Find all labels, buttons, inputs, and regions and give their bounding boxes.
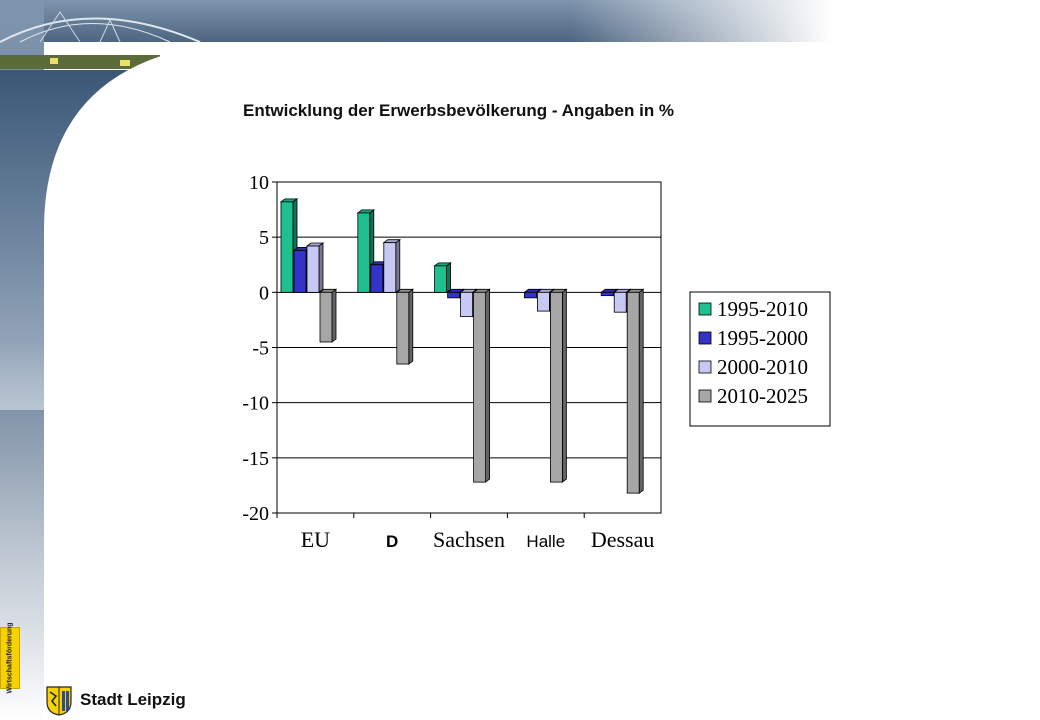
y-tick-label: -15 <box>242 448 269 470</box>
y-tick-label: -5 <box>252 338 269 360</box>
y-tick-label: 0 <box>259 282 269 304</box>
bar-eu-2010-2025 <box>318 288 338 343</box>
badge-label: Wirtschaftsförderung <box>6 622 14 694</box>
city-name: Stadt Leipzig <box>80 690 186 709</box>
bar-d-2010-2025 <box>395 288 415 365</box>
legend: 1995-2010 1995-2000 2000-2010 2010-2025 <box>689 291 831 427</box>
x-category-label: Dessau <box>591 527 655 552</box>
legend-entry: 1995-2000 <box>698 326 808 350</box>
bar-sachsen-1995-2010 <box>433 262 452 294</box>
bar-sachsen-2010-2025 <box>472 288 491 483</box>
legend-entry: 1995-2010 <box>698 297 808 321</box>
legend-entry: 2000-2010 <box>698 355 808 379</box>
y-tick-label: 10 <box>249 172 269 194</box>
legend-entry: 2010-2025 <box>698 384 808 408</box>
bar-halle-2010-2025 <box>549 288 568 483</box>
y-tick-label: -10 <box>242 393 269 415</box>
legend-label: 1995-2000 <box>717 326 808 350</box>
slide-title: Entwicklung der Erwerbsbevölkerung - Ang… <box>243 101 675 120</box>
bars <box>276 198 645 518</box>
legend-label: 1995-2010 <box>717 297 808 321</box>
bar-d-2000-2010 <box>382 238 402 294</box>
x-axis-labels: EU D Sachsen Halle Dessau <box>301 527 655 552</box>
x-category-label: Halle <box>526 532 565 551</box>
y-tick-label: -20 <box>242 503 269 525</box>
x-category-label: Sachsen <box>433 527 505 552</box>
legend-label: 2010-2025 <box>717 384 808 408</box>
city-branding: Stadt Leipzig <box>42 684 202 718</box>
x-category-label: D <box>386 532 398 551</box>
wirtschaftsfoerderung-badge: Wirtschaftsförderung <box>0 622 20 694</box>
bar-chart: 10 5 0 -5 -10 -15 -20 EU D Sachsen Halle Dessau 19… <box>242 172 831 552</box>
y-axis-ticks: 10 5 0 -5 -10 -15 -20 <box>242 172 277 525</box>
x-category-label: EU <box>301 527 330 552</box>
leipzig-coat-of-arms-icon <box>46 686 72 716</box>
bar-eu-2000-2010 <box>305 242 325 294</box>
y-tick-label: 5 <box>259 227 269 249</box>
bar-dessau-2010-2025 <box>626 288 645 494</box>
bar-sachsen-1995-2000 <box>446 288 465 299</box>
legend-box <box>689 291 831 427</box>
legend-label: 2000-2010 <box>717 355 808 379</box>
bar-eu-1995-2010 <box>279 198 299 294</box>
